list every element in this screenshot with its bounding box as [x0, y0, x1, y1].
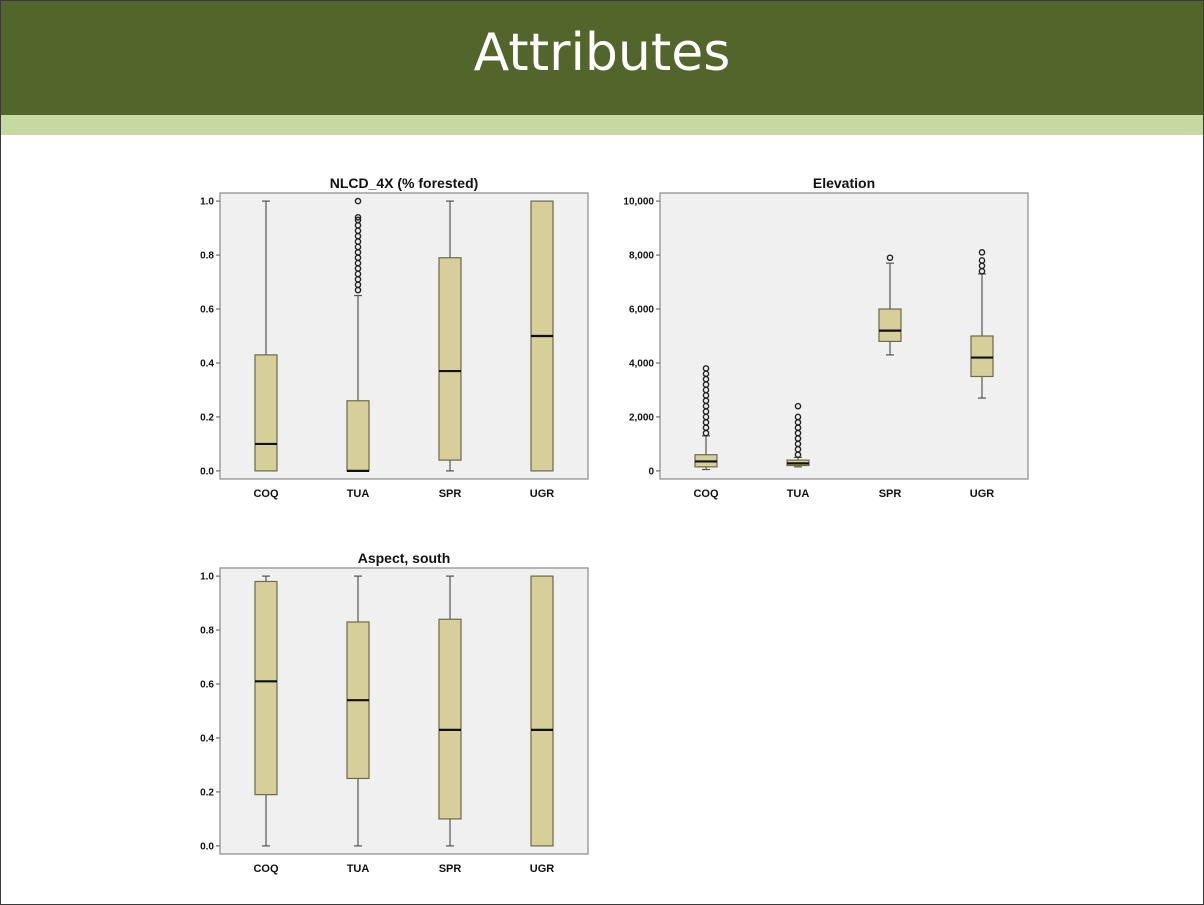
box-iqr — [438, 618, 462, 820]
y-tick-label: 10,000 — [623, 197, 654, 208]
category-label: COQ — [693, 488, 719, 500]
plot-area — [219, 192, 589, 480]
y-tick-label: 6,000 — [629, 305, 654, 316]
category-label: COQ — [253, 863, 279, 875]
box-iqr — [346, 400, 370, 472]
box-spr — [878, 254, 902, 356]
outlier-point — [354, 216, 362, 224]
box-iqr — [438, 257, 462, 461]
y-tick-label: 0.6 — [200, 305, 214, 316]
outlier-point — [886, 254, 894, 262]
category-label: UGR — [970, 488, 995, 500]
y-tick-label: 0.2 — [200, 787, 214, 798]
chart-title: Elevation — [813, 175, 875, 191]
category-label: SPR — [439, 488, 462, 500]
category-label: UGR — [530, 863, 555, 875]
box-iqr — [254, 354, 278, 472]
chart-aspect-south: Aspect, south 0.0 0.2 0.4 0.6 0.8 1.0 COQ TUA SPR… — [200, 550, 589, 875]
box-coq — [694, 365, 718, 471]
box-ugr — [530, 200, 554, 472]
y-tick-label: 0.4 — [200, 358, 214, 369]
y-tick-label: 0.4 — [200, 733, 214, 744]
y-tick-label: 0.8 — [200, 251, 214, 262]
chart-title: NLCD_4X (% forested) — [330, 175, 479, 191]
header-accent-stripe — [1, 115, 1203, 135]
box-coq — [254, 575, 278, 847]
y-tick-label: 0.0 — [200, 841, 214, 852]
slide-header: Attributes — [1, 1, 1203, 115]
y-tick-label: 0.8 — [200, 626, 214, 637]
box-iqr — [530, 575, 554, 847]
box-iqr — [254, 580, 278, 796]
chart-elevation: Elevation 0 2,000 4,000 6,000 8,000 10,000 COQ T… — [623, 175, 1029, 500]
outlier-point — [354, 213, 362, 221]
box-tua — [346, 197, 370, 473]
slide-title: Attributes — [473, 23, 731, 83]
chart-nlcd-forested: NLCD_4X (% forested) 0.0 0.2 0.4 0.6 0.8 1.0 CO… — [200, 175, 589, 500]
category-label: COQ — [253, 488, 279, 500]
box-tua — [346, 575, 370, 847]
box-spr — [438, 575, 462, 847]
y-tick-label: 0.6 — [200, 680, 214, 691]
category-label: TUA — [347, 488, 370, 500]
box-ugr — [970, 249, 994, 399]
box-iqr — [970, 335, 994, 378]
category-label: SPR — [439, 863, 462, 875]
plot-area — [659, 192, 1029, 480]
category-label: SPR — [879, 488, 902, 500]
y-tick-label: 1.0 — [200, 572, 214, 583]
box-ugr — [530, 575, 554, 847]
outlier-point — [978, 249, 986, 256]
box-coq — [254, 200, 278, 472]
category-label: TUA — [347, 863, 370, 875]
y-tick-label: 0.2 — [200, 412, 214, 423]
y-tick-label: 0.0 — [200, 466, 214, 477]
box-tua — [786, 402, 810, 468]
outlier-point — [794, 402, 802, 410]
box-spr — [438, 200, 462, 472]
y-tick-label: 2,000 — [629, 412, 654, 423]
y-tick-label: 4,000 — [629, 358, 654, 369]
outlier-point — [794, 413, 802, 421]
outlier-point — [978, 257, 986, 264]
chart-title: Aspect, south — [358, 550, 451, 566]
category-label: TUA — [787, 488, 810, 500]
plot-area — [219, 567, 589, 855]
y-tick-label: 0 — [648, 466, 654, 477]
y-tick-label: 8,000 — [629, 251, 654, 262]
category-label: UGR — [530, 488, 555, 500]
y-tick-label: 1.0 — [200, 197, 214, 208]
outlier-point — [354, 197, 362, 205]
outlier-point — [702, 365, 710, 372]
box-iqr — [878, 308, 902, 342]
